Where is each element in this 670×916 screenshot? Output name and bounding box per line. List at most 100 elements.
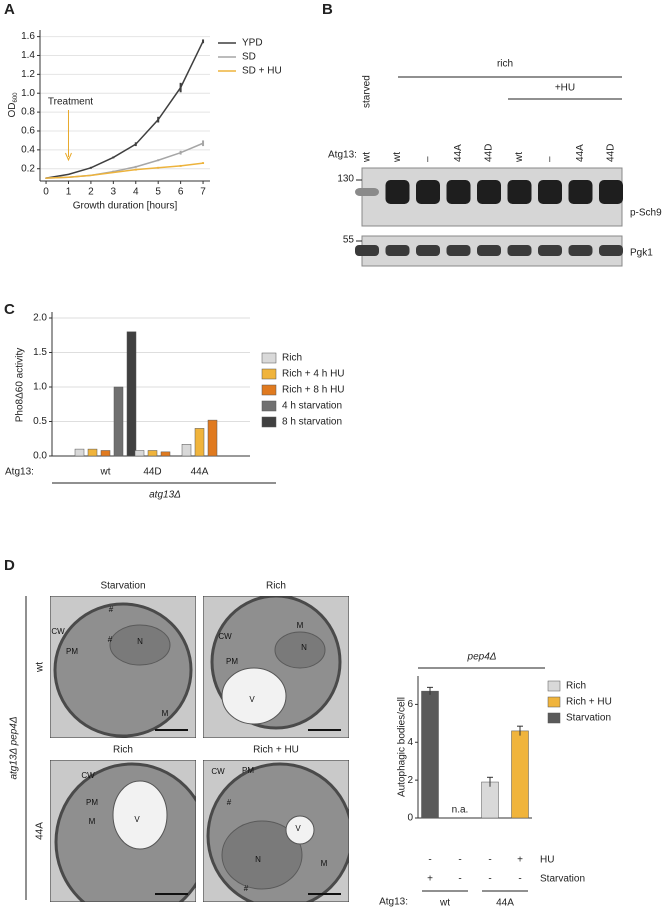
lane-label: wt (392, 152, 403, 163)
condition: rich (497, 59, 513, 70)
y-tick-label: 2 (407, 775, 413, 786)
x-tick-label: wt (100, 467, 111, 478)
bar (511, 730, 529, 819)
lane-header: starved (362, 75, 373, 108)
chart-title: pep4Δ (467, 652, 497, 663)
micrograph-label: CW (81, 771, 95, 780)
micrograph-label: M (162, 709, 169, 718)
x-tick-label: 6 (178, 187, 184, 198)
marker: 130 (337, 174, 354, 185)
band (416, 180, 440, 204)
vacuole (112, 780, 168, 850)
bar (160, 451, 171, 457)
x-axis-label: Growth duration [hours] (73, 201, 178, 212)
x-tick-label: 0 (43, 187, 49, 198)
legend-label: 4 h starvation (282, 401, 342, 412)
y-tick-label: 1.2 (21, 69, 35, 80)
legend-label: Rich + HU (566, 697, 612, 708)
band (446, 180, 471, 204)
legend-label: 8 h starvation (282, 417, 342, 428)
condition-mark: - (428, 855, 431, 866)
band-label: Pgk1 (630, 248, 653, 259)
annotation-arrowhead (65, 152, 72, 162)
legend-swatch (261, 384, 277, 396)
legend-label: Starvation (566, 713, 611, 724)
micrograph-label: V (295, 824, 301, 833)
micrograph-label: N (301, 643, 307, 652)
nucleus (274, 631, 326, 669)
legend-swatch (547, 680, 561, 692)
value-label: n.a. (452, 805, 469, 816)
condition-mark: - (458, 874, 461, 885)
y-tick-label: 0.0 (33, 451, 47, 462)
y-axis-label: OD600 (7, 92, 19, 118)
marker: 55 (343, 235, 355, 246)
micrograph-title: Rich + HU (253, 745, 299, 756)
series-line (46, 142, 204, 179)
y-tick-label: 1.5 (33, 347, 47, 358)
strain-label: Atg13: (328, 150, 357, 161)
y-axis-label-sub: 600 (13, 92, 19, 103)
micrograph-label: PM (242, 766, 254, 775)
micrograph: CW PM N M # # (50, 596, 196, 738)
micrograph-label: CW (218, 632, 232, 641)
legend-swatch (547, 696, 561, 708)
band-label: p-Sch9 (630, 208, 662, 219)
band (355, 188, 379, 196)
band (477, 180, 501, 204)
bar (194, 428, 205, 457)
micrograph: CW PM M V (50, 760, 196, 902)
micrograph-title: Rich (113, 745, 133, 756)
bar (134, 450, 145, 457)
condition-name: Starvation (540, 874, 585, 885)
legend-swatch (261, 352, 277, 364)
micrograph-label: CW (51, 627, 65, 636)
band (477, 245, 501, 256)
bar (87, 448, 98, 457)
micrograph-label: # (109, 605, 114, 614)
lane-label: 44A (575, 144, 586, 162)
legend-label: SD (242, 52, 256, 63)
bar (74, 448, 85, 457)
legend-swatch (261, 400, 277, 412)
vacuole (285, 815, 315, 845)
series-line (45, 40, 204, 179)
group-label: 44A (496, 898, 514, 909)
band (568, 245, 593, 256)
micrograph-label: M (297, 621, 304, 630)
y-axis-label-main: OD (7, 103, 18, 118)
y-tick-label: 0 (407, 813, 413, 824)
panel-label: D (4, 557, 15, 574)
legend-swatch (261, 368, 277, 380)
condition-mark: + (517, 855, 523, 866)
micrograph-label: M (89, 817, 96, 826)
micrograph-label: # (227, 798, 232, 807)
legend-label: Rich (566, 681, 586, 692)
micrograph-label: PM (86, 798, 98, 807)
band (416, 245, 440, 256)
micrograph-label: N (137, 637, 143, 646)
band (599, 180, 623, 204)
panel-label: B (322, 1, 333, 18)
series-line (46, 162, 204, 179)
row-title: atg13Δ pep4Δ (9, 716, 20, 779)
x-tick-label: 7 (200, 187, 206, 198)
band (355, 245, 379, 256)
x-tick-label: 1 (66, 187, 72, 198)
bar (147, 450, 158, 457)
micrograph-label: # (108, 635, 113, 644)
x-tick-label: 2 (88, 187, 94, 198)
micrograph: CW PM N M # # V (203, 760, 349, 902)
band (446, 245, 471, 256)
nucleus (109, 624, 171, 666)
strain-label: Atg13: (5, 467, 34, 478)
lane-label: 44D (606, 144, 617, 162)
band (507, 180, 532, 204)
lane-label: 44A (453, 144, 464, 162)
x-tick-label: 44D (143, 467, 161, 478)
y-tick-label: 1.0 (21, 88, 35, 99)
micrograph-title: Rich (266, 581, 286, 592)
band (568, 180, 593, 204)
y-tick-label: 1.0 (33, 382, 47, 393)
